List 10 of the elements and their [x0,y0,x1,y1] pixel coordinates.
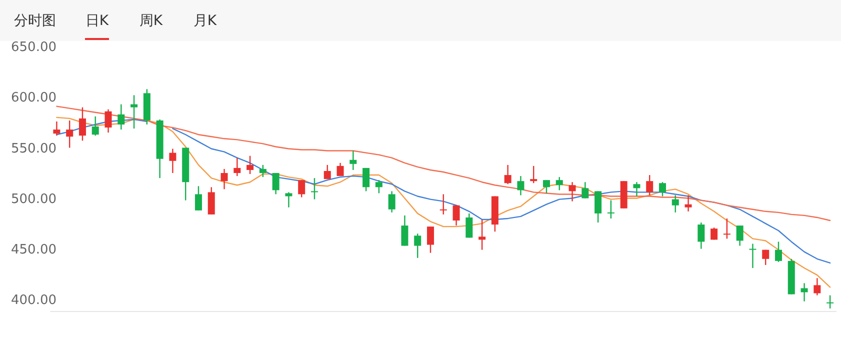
annotation: 周K [139,13,163,29]
annotation: 月K [193,13,217,29]
annotation: 日K [85,13,109,29]
y-tick-label: 500.00 [11,192,56,207]
y-tick-label: 650.00 [11,40,56,56]
annotation: 分时图 [14,13,56,29]
y-tick-label: 400.00 [11,292,56,308]
y-tick-label: 600.00 [11,90,56,106]
y-tick-label: 450.00 [11,242,56,258]
y-tick-label: 550.00 [11,141,56,156]
